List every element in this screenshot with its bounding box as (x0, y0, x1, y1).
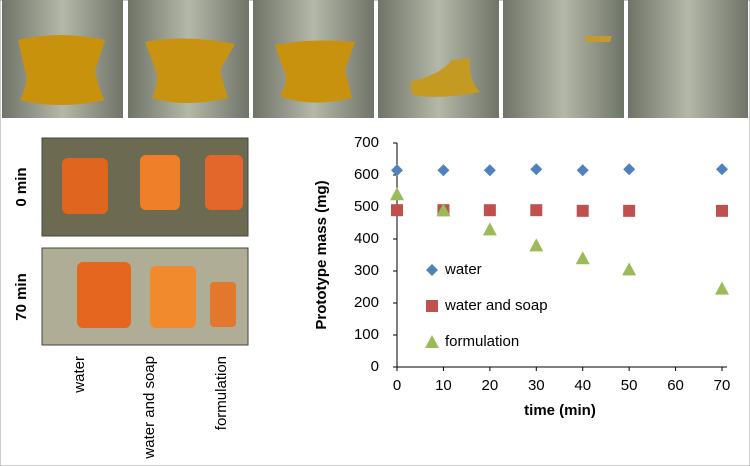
column-label: water (71, 356, 88, 394)
data-point (623, 204, 636, 217)
photo (503, 0, 624, 118)
prototype (205, 155, 243, 210)
prototype (62, 158, 108, 214)
y-tick-label: 700 (354, 134, 379, 151)
x-tick-label: 0 (393, 377, 401, 394)
legend-marker (426, 300, 438, 312)
chart: time (min) Prototype mass (mg) 010020030… (313, 134, 730, 419)
data-point (391, 164, 403, 177)
y-tick-label: 100 (354, 326, 379, 343)
legend-marker (425, 335, 439, 348)
y-tick-label: 300 (354, 262, 379, 279)
prototype (18, 35, 105, 105)
photo (628, 0, 748, 118)
data-point (436, 203, 451, 217)
data-point (483, 164, 496, 177)
x-axis-title: time (min) (524, 402, 596, 419)
prototype (140, 155, 180, 210)
y-tick-label: 400 (354, 230, 379, 247)
legend-label: formulation (445, 333, 519, 350)
y-tick-label: 600 (354, 166, 379, 183)
data-point (576, 204, 589, 217)
x-tick-label: 40 (574, 377, 591, 394)
x-tick-label: 70 (714, 377, 731, 394)
data-point (483, 204, 496, 217)
legend-marker (426, 264, 438, 276)
data-point (576, 164, 589, 177)
prototype (410, 58, 480, 97)
x-tick-label: 30 (528, 377, 545, 394)
data-point (390, 187, 404, 201)
data-point (715, 281, 729, 295)
data-point (529, 238, 544, 252)
data-point (437, 164, 450, 177)
data-point (622, 262, 637, 276)
photo (378, 0, 499, 118)
row-label: 70 min (13, 273, 30, 321)
data-point (623, 163, 636, 176)
tube-photos (2, 0, 748, 118)
x-tick-label: 20 (482, 377, 499, 394)
x-tick-label: 10 (435, 377, 452, 394)
x-tick-label: 50 (621, 377, 638, 394)
data-point (482, 222, 497, 236)
data-point (716, 204, 728, 217)
legend-label: water and soap (444, 297, 548, 314)
column-label: water and soap (141, 356, 158, 460)
data-point (716, 163, 728, 176)
prototype (210, 282, 236, 327)
y-tick-label: 200 (354, 294, 379, 311)
prototype (275, 40, 355, 103)
prototype (585, 36, 612, 42)
data-point (575, 251, 590, 265)
data-point (530, 163, 543, 176)
prototype (150, 266, 196, 328)
y-axis-title: Prototype mass (mg) (313, 180, 330, 329)
prototype-photos (41, 137, 249, 346)
data-point (391, 204, 403, 217)
column-label: formulation (213, 356, 230, 430)
y-tick-label: 0 (371, 358, 379, 375)
prototype (145, 38, 235, 103)
data-point (530, 204, 543, 217)
x-tick-label: 60 (667, 377, 684, 394)
y-tick-label: 500 (354, 198, 379, 215)
prototype (77, 262, 131, 328)
legend-label: water (444, 261, 482, 278)
row-label: 0 min (13, 167, 30, 206)
